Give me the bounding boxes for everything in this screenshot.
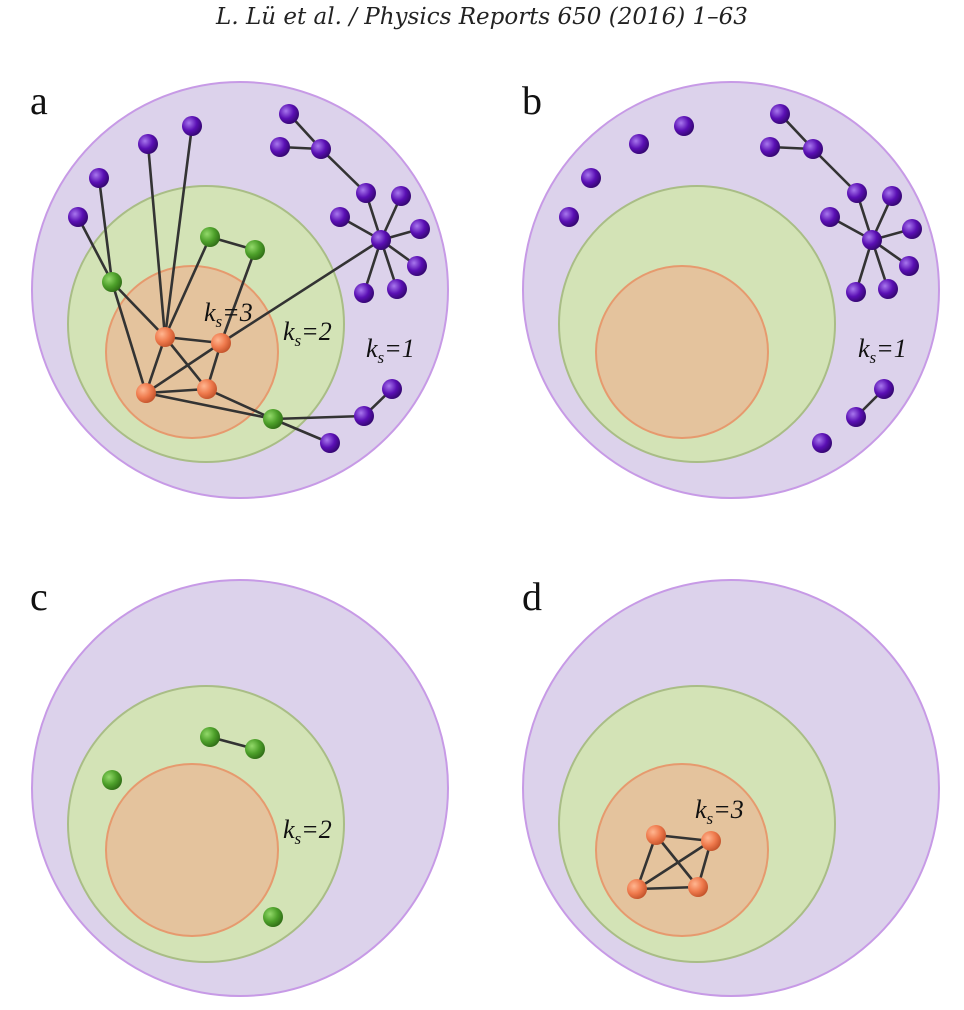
node-green xyxy=(245,240,265,260)
shell-ks3 xyxy=(105,763,279,937)
node-purple xyxy=(387,279,407,299)
node-purple xyxy=(820,207,840,227)
panel-b: b xyxy=(522,78,940,499)
nodes-ks3 xyxy=(627,825,721,899)
node-purple-hub xyxy=(862,230,882,250)
node-orange xyxy=(211,333,231,353)
node-purple-hub xyxy=(371,230,391,250)
panel-letter-c: c xyxy=(30,574,48,619)
node-orange xyxy=(646,825,666,845)
node-orange xyxy=(688,877,708,897)
shell-ks3 xyxy=(595,265,769,439)
node-purple xyxy=(812,433,832,453)
node-purple xyxy=(847,183,867,203)
node-purple xyxy=(68,207,88,227)
label-ks1: ks=1 xyxy=(366,334,415,367)
node-purple xyxy=(770,104,790,124)
node-green xyxy=(102,770,122,790)
node-purple xyxy=(878,279,898,299)
node-purple xyxy=(270,137,290,157)
node-orange xyxy=(701,831,721,851)
node-purple xyxy=(874,379,894,399)
node-orange xyxy=(627,879,647,899)
node-purple xyxy=(330,207,350,227)
node-orange xyxy=(197,379,217,399)
node-purple xyxy=(846,282,866,302)
node-purple xyxy=(803,139,823,159)
nodes-ks2 xyxy=(102,227,283,429)
node-purple xyxy=(760,137,780,157)
node-purple xyxy=(559,207,579,227)
node-purple xyxy=(182,116,202,136)
node-purple xyxy=(356,183,376,203)
node-purple xyxy=(279,104,299,124)
node-purple xyxy=(354,406,374,426)
node-green xyxy=(263,907,283,927)
shell-ks3 xyxy=(595,763,769,937)
node-purple xyxy=(382,379,402,399)
nodes-ks2 xyxy=(102,727,283,927)
node-purple xyxy=(407,256,427,276)
shell-ks3 xyxy=(105,265,279,439)
node-orange xyxy=(155,327,175,347)
running-head: L. Lü et al. / Physics Reports 650 (2016… xyxy=(216,4,748,30)
node-green xyxy=(200,727,220,747)
label-ks2: ks=2 xyxy=(283,815,332,848)
node-purple xyxy=(311,139,331,159)
label-ks3: ks=3 xyxy=(204,298,253,331)
node-purple xyxy=(410,219,430,239)
node-purple xyxy=(902,219,922,239)
node-purple xyxy=(138,134,158,154)
label-ks1: ks=1 xyxy=(858,334,907,367)
panel-a: a xyxy=(30,78,449,499)
node-purple xyxy=(674,116,694,136)
panel-d: d ks=3 xyxy=(522,574,940,997)
node-purple xyxy=(320,433,340,453)
node-purple xyxy=(846,407,866,427)
nodes-ks1 xyxy=(68,104,430,453)
node-purple xyxy=(391,186,411,206)
label-ks3: ks=3 xyxy=(695,795,744,828)
node-orange xyxy=(136,383,156,403)
node-green xyxy=(102,272,122,292)
nodes-ks3 xyxy=(136,327,231,403)
node-green xyxy=(263,409,283,429)
panel-c: c ks=2 xyxy=(30,574,449,997)
node-purple xyxy=(354,283,374,303)
panel-letter-b: b xyxy=(522,78,542,123)
node-purple xyxy=(89,168,109,188)
node-green xyxy=(245,739,265,759)
node-purple xyxy=(581,168,601,188)
label-ks2: ks=2 xyxy=(283,317,332,350)
panel-letter-d: d xyxy=(522,574,542,619)
node-purple xyxy=(899,256,919,276)
node-green xyxy=(200,227,220,247)
nodes-ks1 xyxy=(559,104,922,453)
node-purple xyxy=(629,134,649,154)
panel-letter-a: a xyxy=(30,78,48,123)
node-purple xyxy=(882,186,902,206)
